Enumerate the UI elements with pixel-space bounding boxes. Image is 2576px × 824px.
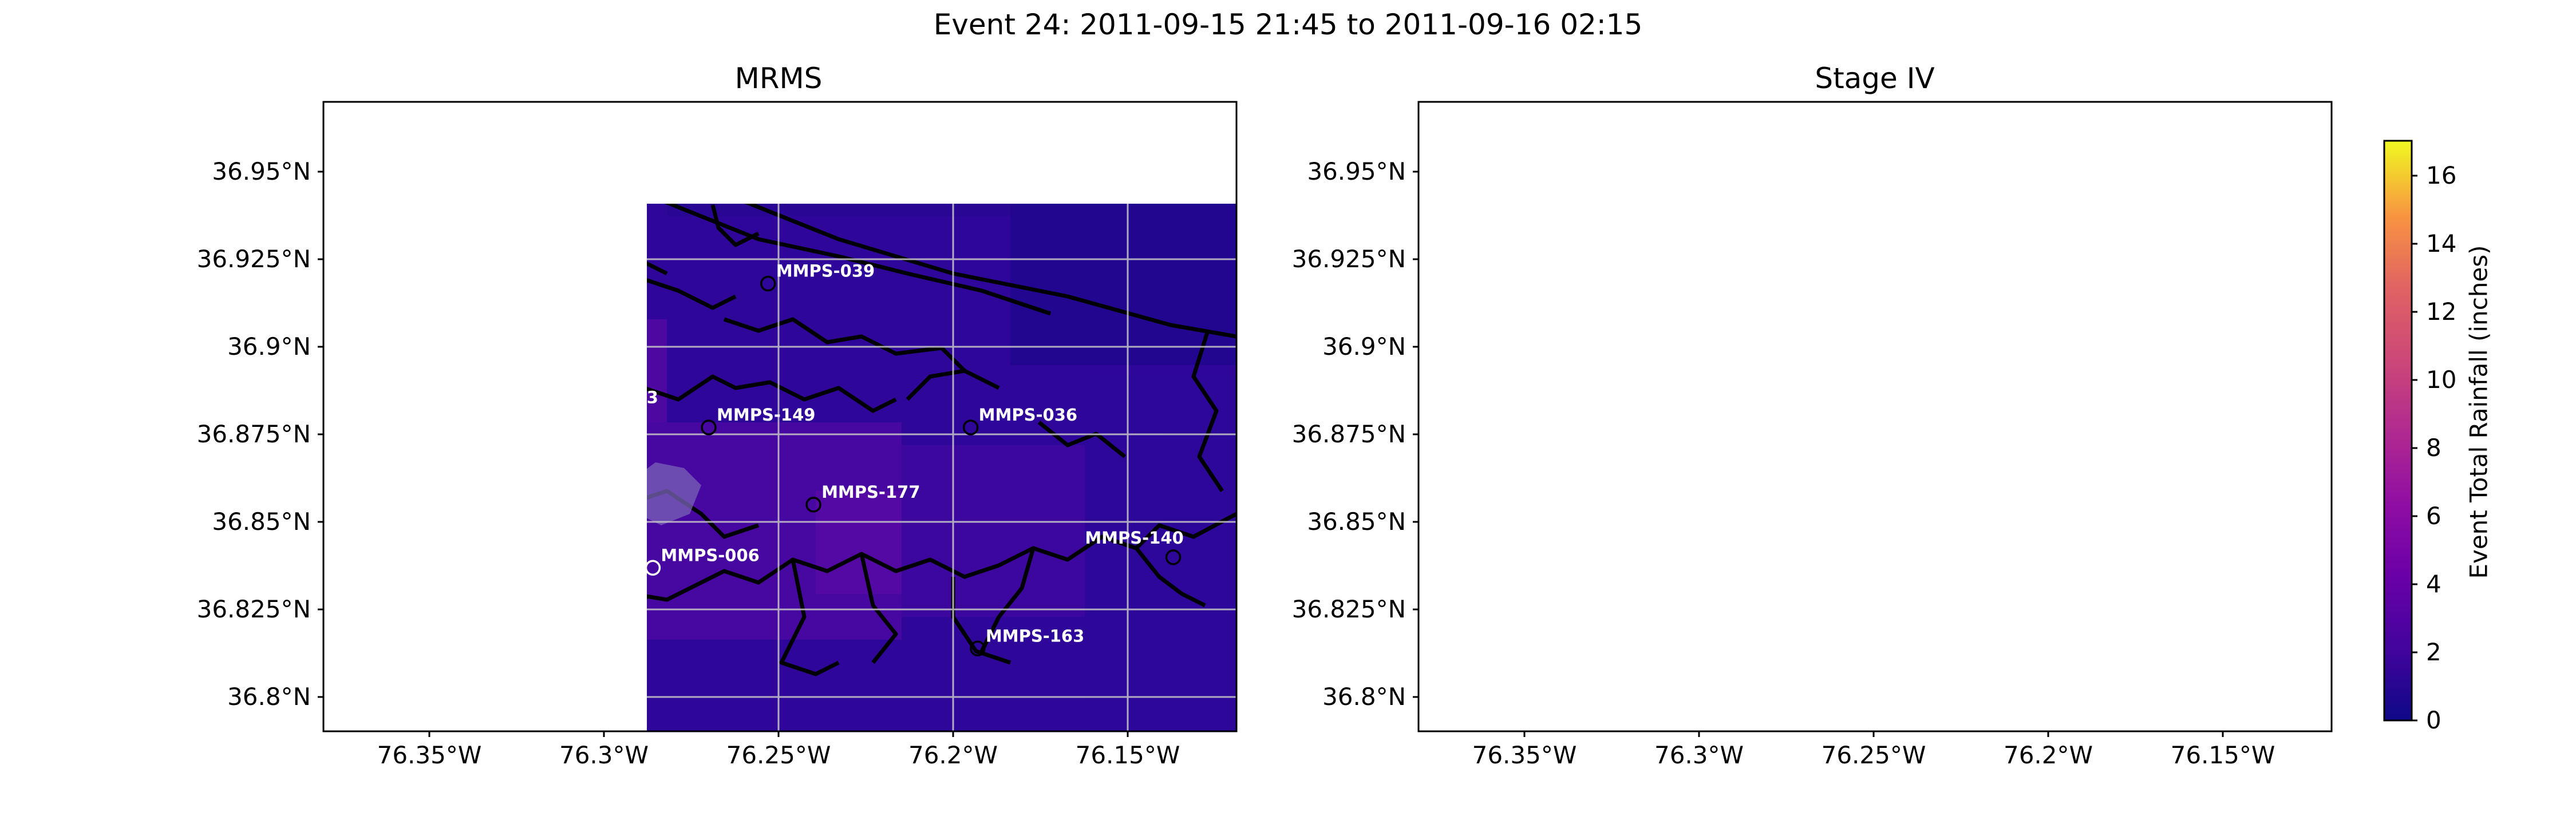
station-marker: [544, 403, 558, 417]
station-label: MMPS-163: [986, 626, 1084, 645]
lat-tick-label: 36.925°N: [1291, 245, 1406, 273]
station-label: MMPS-149: [717, 405, 815, 425]
colorbar-tick-label: 0: [2426, 706, 2441, 734]
lon-tick-label: 76.35°W: [1472, 741, 1577, 769]
stage-iv-frame: [1417, 101, 2333, 732]
colorbar-tick-label: 16: [2426, 161, 2457, 189]
panel-title-stage-iv: Stage IV: [1815, 62, 1935, 95]
station-marker: [805, 497, 821, 513]
lat-tick-label: 36.875°N: [196, 420, 311, 448]
station-marker: [701, 419, 717, 435]
station-marker: [1902, 498, 1915, 512]
station-marker: [1856, 277, 1870, 291]
lat-tick-label: 36.8°N: [1322, 683, 1406, 711]
station-label: MMPS-003: [559, 387, 658, 407]
station-label: MMPS-036: [979, 405, 1077, 425]
colorbar: [2383, 140, 2413, 722]
lat-tick-label: 36.95°N: [212, 157, 311, 185]
station-marker: [760, 275, 776, 292]
figure-title: Event 24: 2011-09-15 21:45 to 2011-09-16…: [933, 8, 1643, 41]
lat-tick-label: 36.875°N: [1291, 420, 1406, 448]
colorbar-tick-label: 10: [2426, 366, 2457, 394]
station-marker: [1165, 549, 1182, 565]
station-label: MMPS-175: [549, 177, 647, 196]
station-label: MMPS-140: [1085, 528, 1183, 548]
station-label: MMPS-006: [1756, 545, 1854, 565]
station-markers-mrms: MMPS-175 MMPS-039 MMPS-003 MMPS-149 MMPS-036…: [322, 177, 1184, 657]
station-label: MMPS-006: [661, 545, 759, 565]
lon-tick-label: 76.25°W: [726, 741, 831, 769]
station-markers-stage-iv: MMPS-175 MMPS-039 MMPS-003 MMPS-149 MMPS-036…: [1402, 177, 2279, 655]
station-label: MMPS-122: [1417, 430, 1516, 449]
lat-tick-label: 36.85°N: [1307, 508, 1406, 536]
station-label: MMPS-177: [821, 482, 920, 502]
station-marker: [1629, 192, 1643, 206]
colorbar-tick-label: 6: [2426, 502, 2441, 530]
lon-tick-label: 76.25°W: [1821, 741, 1926, 769]
lon-tick-label: 76.3°W: [1654, 741, 1744, 769]
station-label: MMPS-140: [2180, 528, 2278, 548]
lon-tick-label: 76.35°W: [377, 741, 482, 769]
lat-tick-label: 36.9°N: [1322, 332, 1406, 360]
lat-tick-label: 36.8°N: [227, 683, 311, 711]
station-marker: [962, 419, 979, 435]
station-label: MMPS-039: [1871, 262, 1970, 281]
lat-tick-label: 36.95°N: [1307, 157, 1406, 185]
colorbar-tick-label: 2: [2426, 638, 2441, 666]
station-label: MMPS-003: [1654, 387, 1753, 407]
station-label: MMPS-177: [1917, 482, 2015, 502]
station-marker: [1797, 421, 1811, 434]
panel-title-mrms: MRMS: [734, 62, 823, 95]
station-marker: [2262, 550, 2275, 564]
lon-tick-label: 76.2°W: [2003, 741, 2093, 769]
colorbar-tick-label: 8: [2426, 434, 2441, 462]
station-label: MMPS-163: [2081, 626, 2179, 645]
lon-tick-label: 76.15°W: [2170, 741, 2275, 769]
axis-ticks: [318, 171, 2224, 737]
station-marker: [2066, 641, 2080, 655]
mrms-map: MMPS-175 MMPS-039 MMPS-003 MMPS-149 MMPS-036…: [322, 177, 1236, 731]
station-label: MMPS-175: [1644, 177, 1743, 196]
colorbar-ticks: [2412, 175, 2417, 722]
station-label: MMPS-036: [2074, 405, 2172, 425]
lat-tick-label: 36.85°N: [212, 508, 311, 536]
station-label: MMPS-149: [1812, 405, 1910, 425]
mrms-frame: [322, 101, 1238, 732]
station-label: MMPS-039: [776, 262, 875, 281]
station-label: MMPS-122: [322, 430, 421, 449]
station-marker: [534, 192, 548, 206]
lon-tick-label: 76.3°W: [559, 741, 649, 769]
station-marker: [1639, 403, 1653, 417]
lat-tick-label: 36.925°N: [196, 245, 311, 273]
colorbar-title: Event Total Rainfall (inches): [2464, 245, 2493, 579]
colorbar-tick-label: 12: [2426, 298, 2457, 326]
colorbar-tick-label: 4: [2426, 570, 2441, 598]
lon-tick-label: 76.2°W: [908, 741, 998, 769]
stage-iv-map: MMPS-175 MMPS-039 MMPS-003 MMPS-149 MMPS-036…: [1402, 102, 2332, 731]
lat-tick-label: 36.825°N: [1291, 595, 1406, 623]
station-marker: [1741, 561, 1755, 575]
station-marker: [970, 640, 986, 657]
lat-tick-label: 36.825°N: [196, 595, 311, 623]
station-marker: [647, 560, 661, 576]
station-marker: [2059, 421, 2073, 434]
lat-tick-label: 36.9°N: [227, 332, 311, 360]
lon-tick-label: 76.15°W: [1075, 741, 1180, 769]
colorbar-tick-label: 14: [2426, 229, 2457, 258]
